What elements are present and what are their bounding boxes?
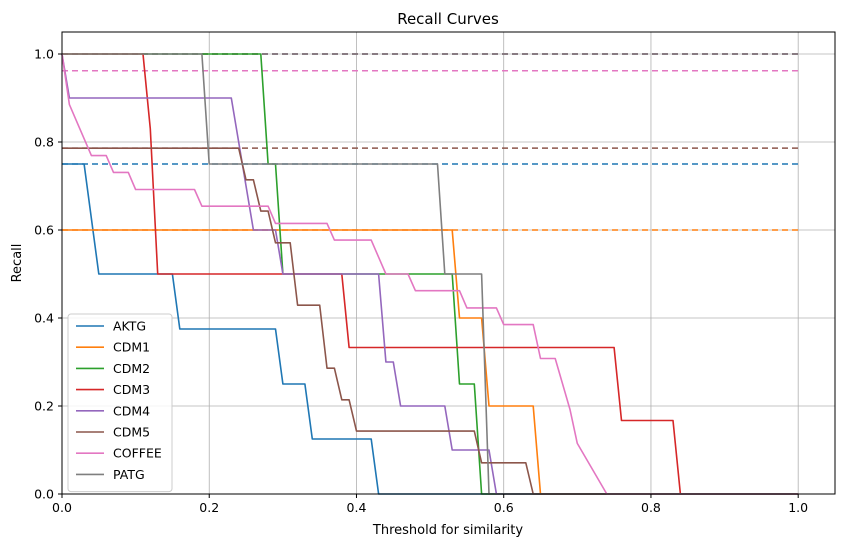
legend-label-cdm4: CDM4 <box>113 403 150 418</box>
y-tick-label: 1.0 <box>34 47 54 62</box>
x-tick-label: 0.8 <box>641 500 661 515</box>
y-tick-label: 0.4 <box>34 311 54 326</box>
series-line-patg <box>62 53 799 495</box>
series-line-aktg <box>62 163 799 495</box>
series-line-cdm4 <box>61 53 799 495</box>
legend-label-cdm2: CDM2 <box>113 361 150 376</box>
y-tick-label: 0.8 <box>34 135 54 150</box>
x-tick-label: 0.6 <box>494 500 514 515</box>
x-tick-label: 0.2 <box>199 500 219 515</box>
legend-label-cdm1: CDM1 <box>113 340 150 355</box>
plot-frame <box>61 31 836 495</box>
y-axis-title: Recall <box>10 244 25 283</box>
series-line-cdm5 <box>62 147 799 495</box>
series-line-coffee <box>61 53 799 495</box>
legend-label-cdm3: CDM3 <box>113 382 150 397</box>
legend-label-cdm5: CDM5 <box>113 425 150 440</box>
legend-label-aktg: AKTG <box>113 319 146 334</box>
legend: AKTG CDM1 CDM2 CDM3 CDM4 CDM5 COFFEE PATG <box>67 313 173 493</box>
chart-title: Recall Curves <box>397 10 499 28</box>
y-tick-label: 0.6 <box>34 223 54 238</box>
y-tick-label: 0.2 <box>34 399 54 414</box>
legend-label-patg: PATG <box>113 467 145 482</box>
series-lines <box>61 53 799 495</box>
x-tick-label: 0.0 <box>52 500 72 515</box>
x-tick-label: 1.0 <box>788 500 808 515</box>
legend-label-coffee: COFFEE <box>113 446 162 461</box>
series-line-cdm3 <box>62 53 799 495</box>
legend-box <box>67 313 173 493</box>
x-tick-label: 0.4 <box>347 500 367 515</box>
x-axis-title: Threshold for similarity <box>372 523 523 538</box>
y-tick-label: 0.0 <box>34 487 54 502</box>
axis-ticks: 0.0 0.2 0.4 0.6 0.8 1.0 0.0 0.2 0.4 0.6 0.8 1.0 <box>34 47 808 516</box>
